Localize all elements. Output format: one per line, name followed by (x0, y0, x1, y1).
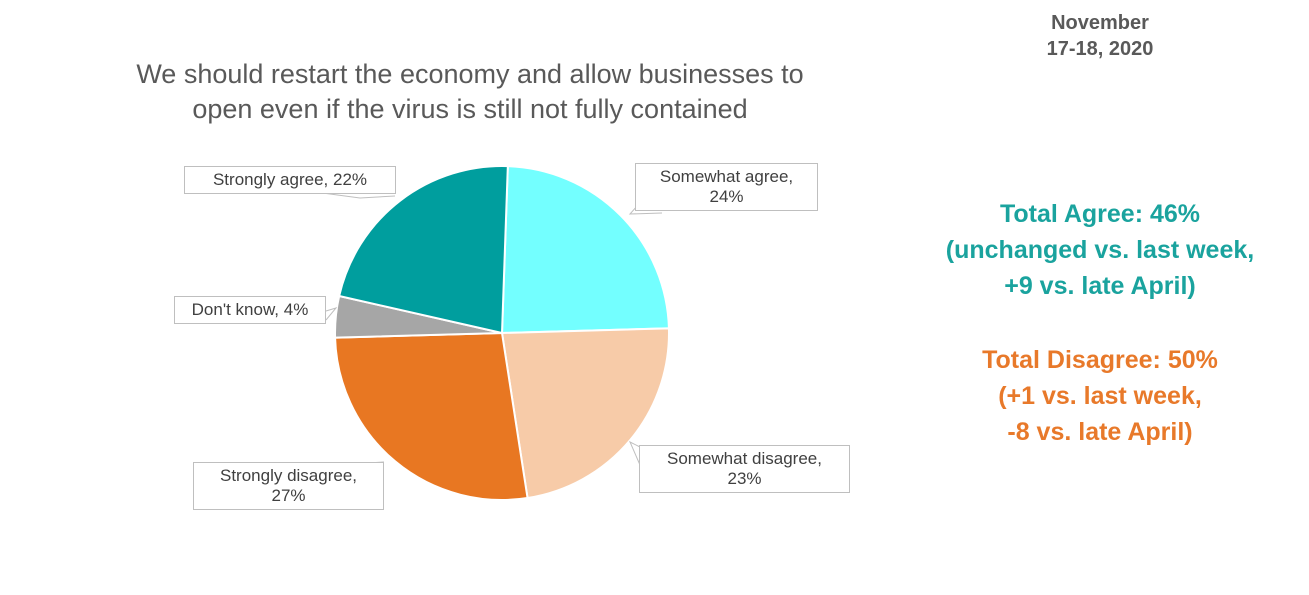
leader-somewhat-disagree (628, 440, 641, 466)
pie-chart-area: Strongly agree, 22% Somewhat agree, 24% … (174, 163, 850, 510)
total-disagree-line3: -8 vs. late April) (1007, 418, 1193, 446)
label-strongly-agree-pct: 22% (333, 170, 368, 189)
survey-date-line2: 17-18, 2020 (1046, 38, 1154, 60)
label-dont-know-pct: 4% (283, 300, 309, 319)
pie-slice-somewhat-disagree (500, 327, 670, 500)
label-dont-know: Don't know, 4% (174, 296, 326, 324)
total-agree-line3: +9 vs. late April) (1004, 272, 1196, 300)
label-somewhat-agree-pct: 24% (709, 187, 744, 206)
pie-chart (299, 165, 670, 501)
label-strongly-agree-name: Strongly agree, (212, 170, 329, 189)
label-dont-know-name: Don't know, (191, 300, 280, 319)
label-somewhat-disagree-name: Somewhat disagree, (667, 449, 822, 468)
label-strongly-disagree-pct: 27% (271, 486, 306, 505)
label-strongly-agree: Strongly agree, 22% (184, 166, 396, 194)
survey-date-line1: November (1051, 12, 1149, 34)
pie-slices (334, 165, 670, 501)
chart-title: We should restart the economy and allow … (40, 57, 900, 127)
total-agree-line1: Total Agree: 46% (999, 200, 1201, 228)
pie-slice-strongly-agree (337, 165, 509, 335)
label-strongly-disagree: Strongly disagree, 27% (193, 462, 384, 510)
total-disagree-summary: Total Disagree: 50% (+1 vs. last week, -… (900, 342, 1300, 450)
pie-slice-somewhat-agree (500, 165, 670, 335)
total-disagree-line2: (+1 vs. last week, (998, 382, 1202, 410)
total-disagree-line1: Total Disagree: 50% (982, 346, 1218, 374)
label-somewhat-agree: Somewhat agree, 24% (635, 163, 818, 211)
label-somewhat-agree-name: Somewhat agree, (659, 167, 794, 186)
label-somewhat-disagree-pct: 23% (727, 469, 762, 488)
survey-date: November 17-18, 2020 (1010, 10, 1190, 62)
chart-title-line2: open even if the virus is still not full… (192, 94, 748, 124)
chart-title-line1: We should restart the economy and allow … (136, 59, 804, 89)
total-agree-line2: (unchanged vs. last week, (945, 236, 1255, 264)
leader-dont-know (325, 307, 338, 321)
total-agree-summary: Total Agree: 46% (unchanged vs. last wee… (900, 196, 1300, 304)
pie-slice-strongly-disagree (334, 331, 529, 501)
label-strongly-disagree-name: Strongly disagree, (219, 466, 358, 485)
label-somewhat-disagree: Somewhat disagree, 23% (639, 445, 850, 493)
